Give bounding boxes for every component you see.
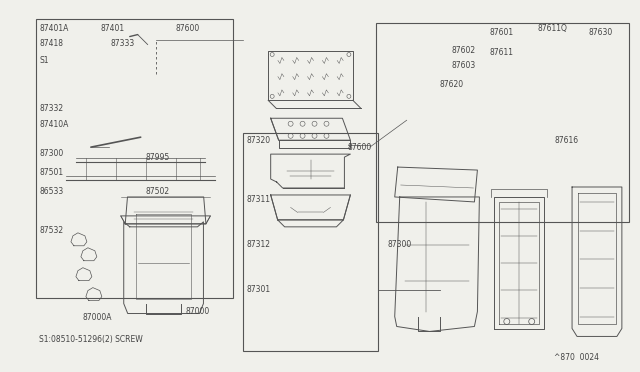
Text: 87000A: 87000A [83,313,113,322]
Text: ^870  0024: ^870 0024 [554,353,599,362]
Text: 87611: 87611 [490,48,513,57]
Text: 87320: 87320 [246,136,271,145]
Text: 87630: 87630 [589,28,613,37]
Text: 87616: 87616 [554,136,579,145]
Bar [376,23,629,222]
Text: 87602: 87602 [451,46,476,55]
Text: 87300: 87300 [388,240,412,249]
Text: S1: S1 [39,56,49,65]
Text: S1:08510-51296(2) SCREW: S1:08510-51296(2) SCREW [39,335,143,344]
Text: 87600: 87600 [348,142,372,152]
Text: 87501: 87501 [39,167,63,177]
Text: 87620: 87620 [440,80,463,89]
Text: 87600: 87600 [175,24,200,33]
Text: 86533: 86533 [39,187,63,196]
Text: 87312: 87312 [246,240,270,249]
Text: 87532: 87532 [39,226,63,235]
Text: 87301: 87301 [246,285,271,294]
Text: 87601: 87601 [490,28,513,37]
Text: 87332: 87332 [39,104,63,113]
Text: 87333: 87333 [111,39,135,48]
Text: 87300: 87300 [39,149,63,158]
Text: 87410A: 87410A [39,120,68,129]
Text: 87311: 87311 [246,195,270,205]
Bar [243,133,378,352]
Text: 87401A: 87401A [39,24,68,33]
Text: 87502: 87502 [146,187,170,196]
Text: 87000: 87000 [186,307,210,316]
Text: 87611Q: 87611Q [537,24,567,33]
Text: 87603: 87603 [451,61,476,70]
Text: 87418: 87418 [39,39,63,48]
Bar [36,19,234,298]
Text: 87401: 87401 [101,24,125,33]
Text: 87995: 87995 [146,153,170,161]
